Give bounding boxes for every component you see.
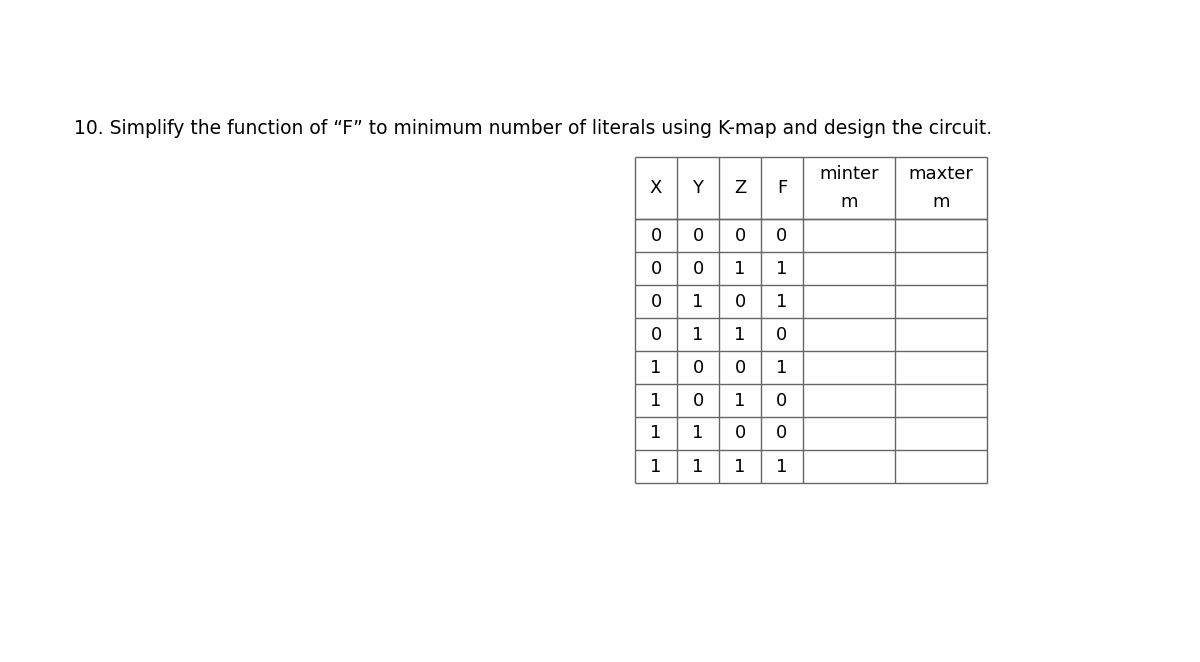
- Text: 0: 0: [734, 293, 745, 310]
- Text: Z: Z: [734, 179, 746, 197]
- Text: 1: 1: [692, 293, 703, 310]
- Text: 0: 0: [776, 391, 787, 410]
- Text: 0: 0: [692, 391, 703, 410]
- Text: 0: 0: [734, 226, 745, 244]
- Text: 0: 0: [650, 293, 661, 310]
- Text: 1: 1: [776, 260, 787, 277]
- Text: m: m: [840, 193, 858, 211]
- Text: 0: 0: [776, 326, 787, 344]
- Text: 0: 0: [692, 260, 703, 277]
- Text: 1: 1: [734, 260, 745, 277]
- Text: F: F: [776, 179, 787, 197]
- Text: 1: 1: [734, 391, 745, 410]
- Text: 0: 0: [734, 424, 745, 442]
- Text: 0: 0: [734, 359, 745, 377]
- Text: 0: 0: [650, 260, 661, 277]
- Text: 1: 1: [692, 457, 703, 475]
- Text: m: m: [932, 193, 949, 211]
- Text: 1: 1: [692, 326, 703, 344]
- Text: 1: 1: [734, 457, 745, 475]
- Text: Y: Y: [692, 179, 703, 197]
- Text: 1: 1: [776, 293, 787, 310]
- Text: 1: 1: [650, 359, 661, 377]
- Text: 1: 1: [650, 424, 661, 442]
- Text: 1: 1: [650, 391, 661, 410]
- Text: 10. Simplify the function of “F” to minimum number of literals using K-map and d: 10. Simplify the function of “F” to mini…: [74, 119, 992, 138]
- Text: 0: 0: [692, 359, 703, 377]
- Text: X: X: [650, 179, 662, 197]
- Text: 0: 0: [776, 226, 787, 244]
- Text: 0: 0: [692, 226, 703, 244]
- Text: maxter: maxter: [908, 166, 973, 183]
- Text: 0: 0: [650, 326, 661, 344]
- Text: 1: 1: [650, 457, 661, 475]
- Text: 0: 0: [776, 424, 787, 442]
- Text: 0: 0: [650, 226, 661, 244]
- Text: 1: 1: [692, 424, 703, 442]
- Text: 1: 1: [776, 359, 787, 377]
- Text: 1: 1: [734, 326, 745, 344]
- Text: minter: minter: [820, 166, 878, 183]
- Text: 1: 1: [776, 457, 787, 475]
